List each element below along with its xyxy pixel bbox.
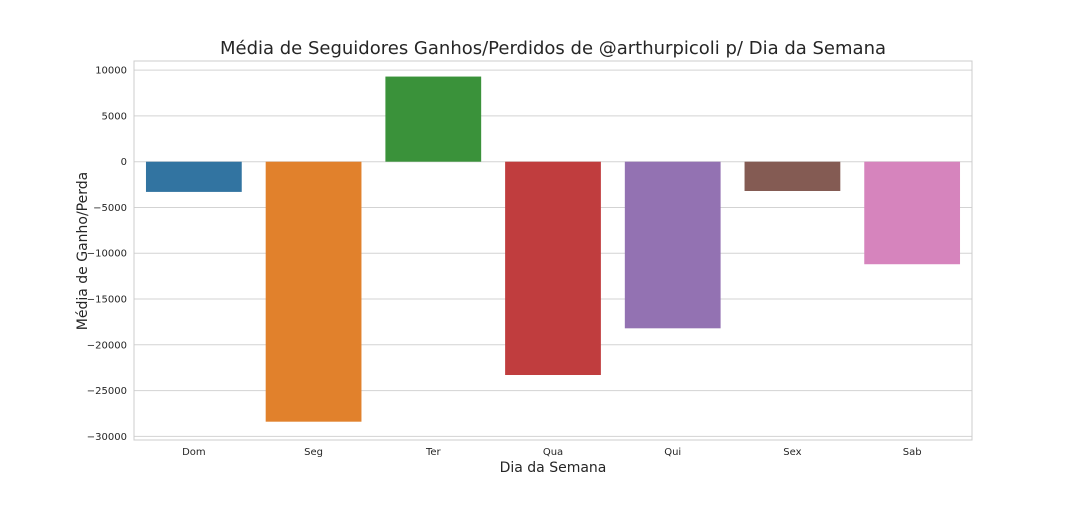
y-axis-label: Média de Ganho/Perda (75, 172, 91, 330)
x-tick-label: Ter (425, 447, 442, 458)
y-tick-label: −15000 (87, 295, 127, 306)
y-axis-ticks: 10000 5000 0 −5000 −10000 −15000 −20000 −25000 −… (87, 66, 127, 443)
bar-ter (385, 76, 482, 162)
bar-dom (145, 161, 242, 192)
plot-area (133, 60, 973, 441)
x-tick-label: Sab (903, 447, 922, 458)
y-tick-label: −10000 (87, 249, 127, 260)
y-tick-label: −5000 (93, 203, 127, 214)
x-tick-label: Qua (543, 447, 563, 458)
x-tick-label: Sex (783, 447, 801, 458)
y-tick-label: −20000 (87, 340, 127, 351)
y-tick-label: 5000 (102, 111, 127, 122)
y-tick-label: −30000 (87, 432, 127, 443)
x-tick-label: Dom (182, 447, 206, 458)
bar-seg (265, 161, 362, 422)
bar-qua (505, 161, 601, 376)
x-tick-label: Seg (304, 447, 323, 458)
y-tick-label: 0 (121, 157, 127, 168)
chart-title: Média de Seguidores Ganhos/Perdidos de @… (220, 38, 886, 59)
bar-sab (864, 161, 961, 265)
x-axis-label: Dia da Semana (500, 460, 607, 476)
bar-qui (624, 161, 721, 329)
x-tick-label: Qui (664, 447, 681, 458)
y-tick-label: 10000 (95, 66, 127, 77)
bar-sex (744, 161, 841, 191)
y-tick-label: −25000 (87, 386, 127, 397)
x-axis-ticks: Dom Seg Ter Qua Qui Sex Sab (182, 447, 921, 458)
bars (145, 76, 961, 422)
